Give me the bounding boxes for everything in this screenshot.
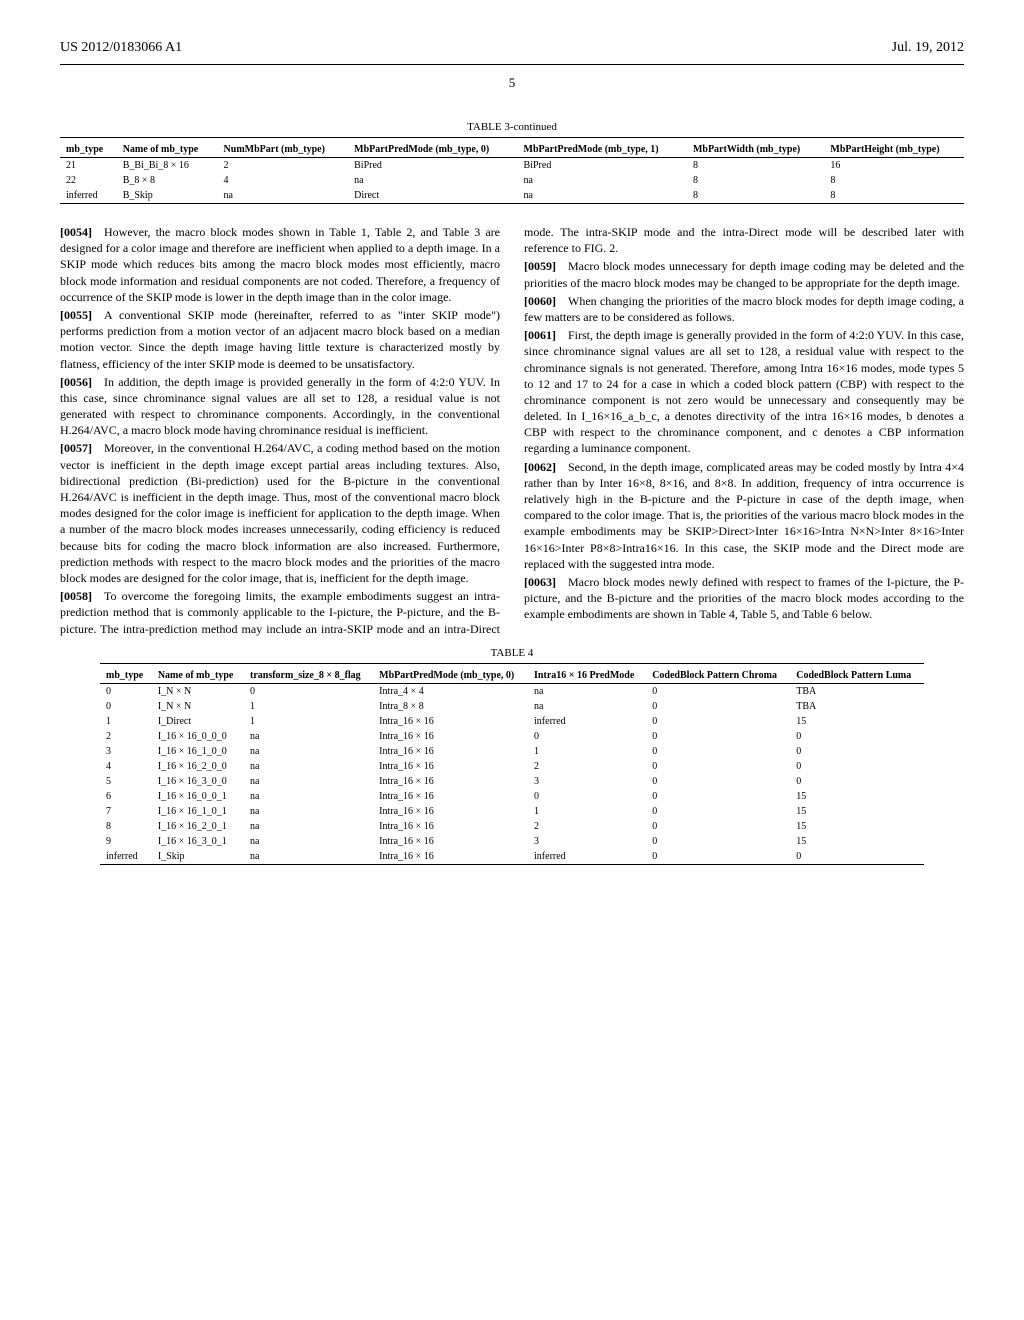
table-row: inferredI_SkipnaIntra_16 × 16inferred00 [100, 849, 924, 865]
table3-header: MbPartPredMode (mb_type, 1) [518, 142, 687, 158]
paragraph: [0055] A conventional SKIP mode (hereina… [60, 307, 500, 372]
page-number: 5 [60, 75, 964, 91]
table-row: 3I_16 × 16_1_0_0naIntra_16 × 16100 [100, 744, 924, 759]
table-row: 21B_Bi_Bi_8 × 162BiPredBiPred816 [60, 158, 964, 174]
paragraph-text: In addition, the depth image is provided… [60, 375, 500, 438]
paragraph: [0063] Macro block modes newly defined w… [524, 574, 964, 623]
table4: mb_typeName of mb_typetransform_size_8 ×… [100, 663, 924, 865]
table4-header: CodedBlock Pattern Luma [790, 668, 924, 684]
table-row: 7I_16 × 16_1_0_1naIntra_16 × 161015 [100, 804, 924, 819]
paragraph: [0060] When changing the priorities of t… [524, 293, 964, 325]
patent-date: Jul. 19, 2012 [892, 40, 964, 56]
table3-header: MbPartPredMode (mb_type, 0) [348, 142, 517, 158]
table4-caption: TABLE 4 [60, 647, 964, 659]
paragraph: [0062] Second, in the depth image, compl… [524, 459, 964, 572]
body-columns: [0054] However, the macro block modes sh… [60, 224, 964, 637]
table4-header: CodedBlock Pattern Chroma [646, 668, 790, 684]
paragraph: [0057] Moreover, in the conventional H.2… [60, 440, 500, 586]
paragraph: [0061] First, the depth image is general… [524, 327, 964, 457]
paragraph-number: [0059] [524, 259, 568, 273]
table3-header: MbPartWidth (mb_type) [687, 142, 824, 158]
paragraph-text: Second, in the depth image, complicated … [524, 460, 964, 571]
paragraph-number: [0061] [524, 328, 568, 342]
paragraph-text: Macro block modes newly defined with res… [524, 575, 964, 621]
paragraph-number: [0058] [60, 589, 104, 603]
paragraph-text: When changing the priorities of the macr… [524, 294, 964, 324]
patent-number: US 2012/0183066 A1 [60, 40, 182, 56]
paragraph-number: [0056] [60, 375, 104, 389]
paragraph-text: Moreover, in the conventional H.264/AVC,… [60, 441, 500, 585]
paragraph-text: However, the macro block modes shown in … [60, 225, 500, 304]
table4-header: transform_size_8 × 8_flag [244, 668, 373, 684]
table-row: 4I_16 × 16_2_0_0naIntra_16 × 16200 [100, 759, 924, 774]
paragraph: [0059] Macro block modes unnecessary for… [524, 258, 964, 290]
paragraph: [0054] However, the macro block modes sh… [60, 224, 500, 305]
table3-caption: TABLE 3-continued [60, 121, 964, 133]
table-row: 8I_16 × 16_2_0_1naIntra_16 × 162015 [100, 819, 924, 834]
paragraph-text: A conventional SKIP mode (hereinafter, r… [60, 308, 500, 371]
paragraph-number: [0055] [60, 308, 104, 322]
paragraph-number: [0054] [60, 225, 104, 239]
table-row: 0I_N × N1Intra_8 × 8na0TBA [100, 699, 924, 714]
paragraph-text: First, the depth image is generally prov… [524, 328, 964, 455]
table-row: 2I_16 × 16_0_0_0naIntra_16 × 16000 [100, 729, 924, 744]
table4-header: Name of mb_type [152, 668, 244, 684]
table3-header: NumMbPart (mb_type) [218, 142, 349, 158]
table3: mb_typeName of mb_typeNumMbPart (mb_type… [60, 137, 964, 204]
table4-header: Intra16 × 16 PredMode [528, 668, 646, 684]
paragraph-text: Macro block modes unnecessary for depth … [524, 259, 964, 289]
table-row: 1I_Direct1Intra_16 × 16inferred015 [100, 714, 924, 729]
table-row: 0I_N × N0Intra_4 × 4na0TBA [100, 683, 924, 699]
table-row: 6I_16 × 16_0_0_1naIntra_16 × 160015 [100, 789, 924, 804]
table-row: inferredB_SkipnaDirectna88 [60, 188, 964, 204]
paragraph-number: [0060] [524, 294, 568, 308]
table3-header: mb_type [60, 142, 117, 158]
paragraph-number: [0057] [60, 441, 104, 455]
table-row: 5I_16 × 16_3_0_0naIntra_16 × 16300 [100, 774, 924, 789]
paragraph-number: [0062] [524, 460, 568, 474]
table-row: 22B_8 × 84nana88 [60, 173, 964, 188]
table4-header: MbPartPredMode (mb_type, 0) [373, 668, 528, 684]
header-rule [60, 64, 964, 65]
paragraph: [0056] In addition, the depth image is p… [60, 374, 500, 439]
table4-header: mb_type [100, 668, 152, 684]
table3-header: MbPartHeight (mb_type) [824, 142, 964, 158]
table-row: 9I_16 × 16_3_0_1naIntra_16 × 163015 [100, 834, 924, 849]
paragraph-number: [0063] [524, 575, 568, 589]
table3-header: Name of mb_type [117, 142, 218, 158]
